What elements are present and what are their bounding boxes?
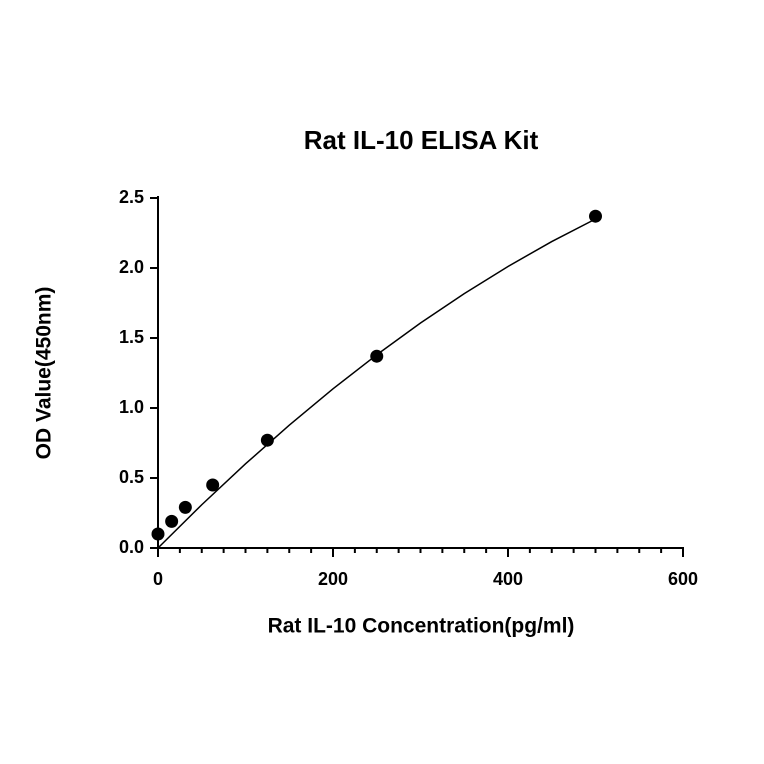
- data-point: [178, 500, 192, 514]
- y-axis-label: OD Value(450nm): [33, 287, 56, 460]
- x-tick-label: 0: [153, 569, 163, 589]
- x-tick-label: 200: [318, 569, 348, 589]
- x-tick-label: 400: [493, 569, 523, 589]
- data-point: [206, 478, 220, 492]
- data-point: [589, 209, 602, 223]
- x-axis-label: Rat IL-10 Concentration(pg/ml): [268, 615, 575, 638]
- x-tick-label: 600: [668, 569, 698, 589]
- chart-title: Rat IL-10 ELISA Kit: [304, 125, 539, 155]
- data-point: [370, 349, 384, 363]
- y-tick-label: 1.0: [119, 397, 144, 417]
- data-point: [260, 433, 274, 447]
- y-tick-label: 0.0: [119, 537, 144, 557]
- y-tick-label: 1.5: [119, 327, 144, 347]
- fit-curve: [157, 218, 596, 549]
- data-point: [165, 514, 179, 528]
- data-point: [151, 527, 165, 541]
- y-tick-label: 2.0: [119, 257, 144, 277]
- y-tick-label: 0.5: [119, 467, 144, 487]
- y-tick-label: 2.5: [119, 187, 144, 207]
